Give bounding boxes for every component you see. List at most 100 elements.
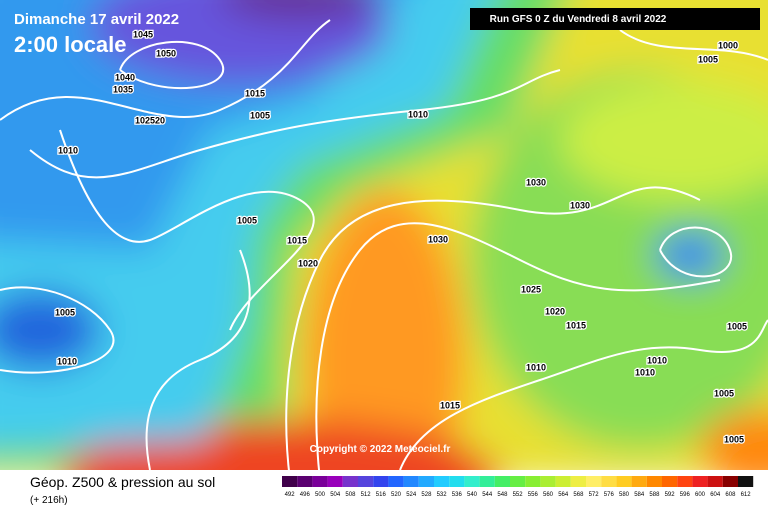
isobar-label: 1005 <box>714 388 734 398</box>
legend-swatch <box>601 476 617 487</box>
legend-swatch <box>358 476 374 487</box>
valid-time: 2:00 locale <box>14 32 127 57</box>
legend-label: 548 <box>497 492 508 498</box>
isobar-label: 1050 <box>156 48 176 58</box>
legend-swatch <box>677 476 693 487</box>
isobar-label: 1005 <box>698 54 718 64</box>
legend-swatch <box>373 476 389 487</box>
legend-label: 588 <box>649 492 660 498</box>
legend-swatch <box>479 476 495 487</box>
legend-swatch <box>525 476 541 487</box>
isobar-label: 1005 <box>250 110 270 120</box>
legend-label: 492 <box>285 492 296 498</box>
legend-swatch <box>297 476 313 487</box>
legend-swatch <box>570 476 586 487</box>
isobar-label: 1005 <box>55 307 75 317</box>
legend-swatch <box>464 476 480 487</box>
isobar-label: 1000 <box>718 40 738 50</box>
lead-time: (+ 216h) <box>30 495 68 506</box>
legend-label: 604 <box>710 492 721 498</box>
legend-swatch <box>312 476 328 487</box>
copyright: Copyright © 2022 Meteociel.fr <box>310 444 451 455</box>
legend-label: 592 <box>665 492 676 498</box>
run-info: Run GFS 0 Z du Vendredi 8 avril 2022 <box>490 14 667 25</box>
legend-swatch <box>555 476 571 487</box>
legend-swatch <box>434 476 450 487</box>
legend-swatch <box>646 476 662 487</box>
legend-label: 532 <box>437 492 448 498</box>
isobar-label: 1030 <box>570 200 590 210</box>
legend-label: 556 <box>528 492 539 498</box>
legend-swatch <box>510 476 526 487</box>
isobar-label: 1010 <box>635 367 655 377</box>
legend-swatch <box>631 476 647 487</box>
isobar-label: 1010 <box>408 109 428 119</box>
legend-swatch <box>738 476 754 487</box>
isobar-label: 1010 <box>57 356 77 366</box>
legend-label: 608 <box>725 492 736 498</box>
isobar-label: 1030 <box>526 177 546 187</box>
legend-swatch <box>342 476 358 487</box>
legend-label: 528 <box>421 492 432 498</box>
legend-swatch <box>662 476 678 487</box>
legend-label: 564 <box>558 492 569 498</box>
legend-swatch <box>388 476 404 487</box>
legend-swatch <box>418 476 434 487</box>
legend-swatch <box>707 476 723 487</box>
legend-swatch <box>616 476 632 487</box>
map-title: Géop. Z500 & pression au sol <box>30 474 215 490</box>
isobar-label: 1005 <box>727 321 747 331</box>
isobar-label: 1015 <box>440 400 460 410</box>
legend-label: 544 <box>482 492 493 498</box>
isobar-label: 1025 <box>521 284 541 294</box>
isobar-label: 1005 <box>724 434 744 444</box>
legend-label: 508 <box>345 492 356 498</box>
legend-label: 540 <box>467 492 478 498</box>
isobar-label: 1035 <box>113 84 133 94</box>
legend-swatch <box>692 476 708 487</box>
legend-swatch <box>540 476 556 487</box>
isobar-label: 1015 <box>287 235 307 245</box>
legend-label: 552 <box>513 492 524 498</box>
isobar-label: 1010 <box>58 145 78 155</box>
legend-label: 520 <box>391 492 402 498</box>
legend-label: 516 <box>376 492 387 498</box>
isobar-label: 1045 <box>133 29 153 39</box>
isobar-label: 1005 <box>237 215 257 225</box>
legend-swatch <box>722 476 738 487</box>
isobars <box>0 19 768 481</box>
legend-swatch <box>282 476 298 487</box>
legend-swatch <box>403 476 419 487</box>
legend-swatch <box>327 476 343 487</box>
legend-swatch <box>449 476 465 487</box>
isobar-label: 1015 <box>245 88 265 98</box>
run-banner <box>470 8 760 30</box>
legend-label: 504 <box>330 492 341 498</box>
legend-swatch <box>494 476 510 487</box>
legend-label: 536 <box>452 492 463 498</box>
legend-label: 500 <box>315 492 326 498</box>
legend-label: 580 <box>619 492 630 498</box>
legend-label: 568 <box>573 492 584 498</box>
legend-label: 512 <box>361 492 372 498</box>
legend-label: 524 <box>406 492 417 498</box>
legend-label: 600 <box>695 492 706 498</box>
legend-label: 572 <box>589 492 600 498</box>
legend-label: 576 <box>604 492 615 498</box>
legend-label: 560 <box>543 492 554 498</box>
legend-label: 612 <box>741 492 752 498</box>
legend-label: 584 <box>634 492 645 498</box>
isobar-label: 1030 <box>428 234 448 244</box>
isobar-label: 1040 <box>115 72 135 82</box>
isobar-label: 1020 <box>298 258 318 268</box>
legend-label: 596 <box>680 492 691 498</box>
isobar-label: 1010 <box>526 362 546 372</box>
valid-date: Dimanche 17 avril 2022 <box>14 11 179 28</box>
isobar-label: 102520 <box>135 115 165 125</box>
isobar-label: 1010 <box>647 355 667 365</box>
legend-label: 496 <box>300 492 311 498</box>
isobar-label: 1020 <box>545 306 565 316</box>
